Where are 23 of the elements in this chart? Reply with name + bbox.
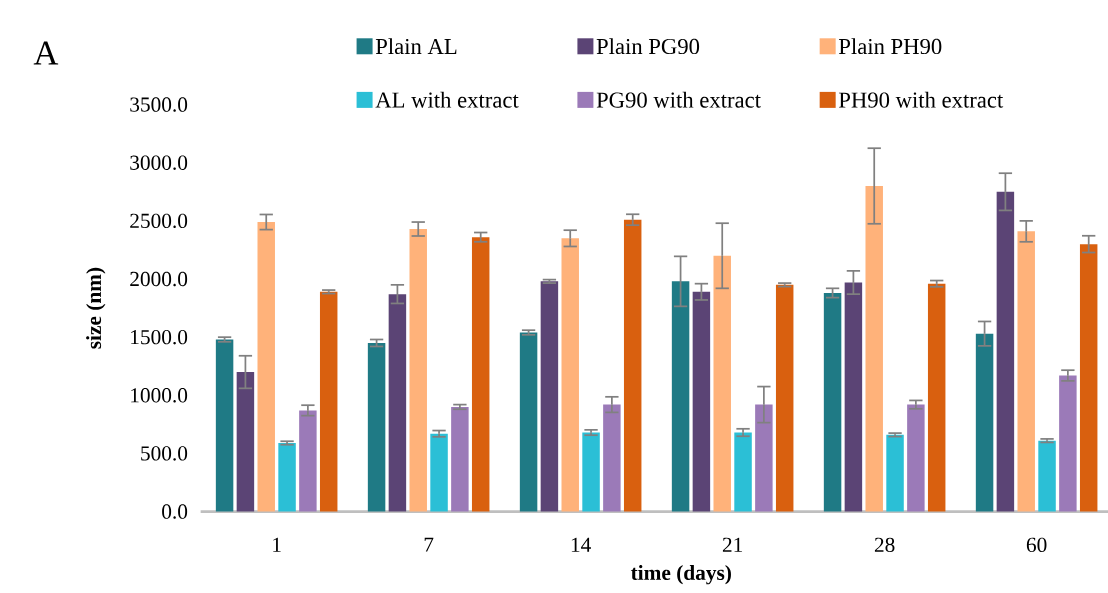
legend-label: Plain AL xyxy=(375,38,457,55)
y-tick-label: 3000.0 xyxy=(130,155,188,170)
legend-label: Plain PG90 xyxy=(596,38,700,55)
y-tick-label: 2000.0 xyxy=(130,271,188,287)
y-tick-label: 0.0 xyxy=(162,504,188,519)
y-tick-label: 2500.0 xyxy=(130,213,188,229)
y-tick-label: 3500.0 xyxy=(130,97,188,112)
legend-label: PH90 with extract xyxy=(838,91,1004,108)
y-tick-label: 1500.0 xyxy=(131,329,188,345)
text: A xyxy=(33,41,59,65)
x-tick-label: 60 xyxy=(1026,537,1047,553)
legend-label: Plain PH90 xyxy=(838,38,942,55)
x-tick-label: 1 xyxy=(273,537,281,552)
y-axis-title: size (nm) xyxy=(86,267,106,349)
x-tick-label: 7 xyxy=(424,537,434,552)
legend-label: PG90 with extract xyxy=(596,91,761,108)
x-tick-label: 28 xyxy=(874,537,895,553)
x-tick-label: 21 xyxy=(722,537,743,552)
x-axis-title: time (days) xyxy=(630,564,731,585)
x-tick-label: 14 xyxy=(571,537,591,552)
y-tick-label: 1000.0 xyxy=(131,388,188,403)
legend-label: AL with extract xyxy=(375,91,519,108)
y-tick-label: 500.0 xyxy=(141,446,188,461)
